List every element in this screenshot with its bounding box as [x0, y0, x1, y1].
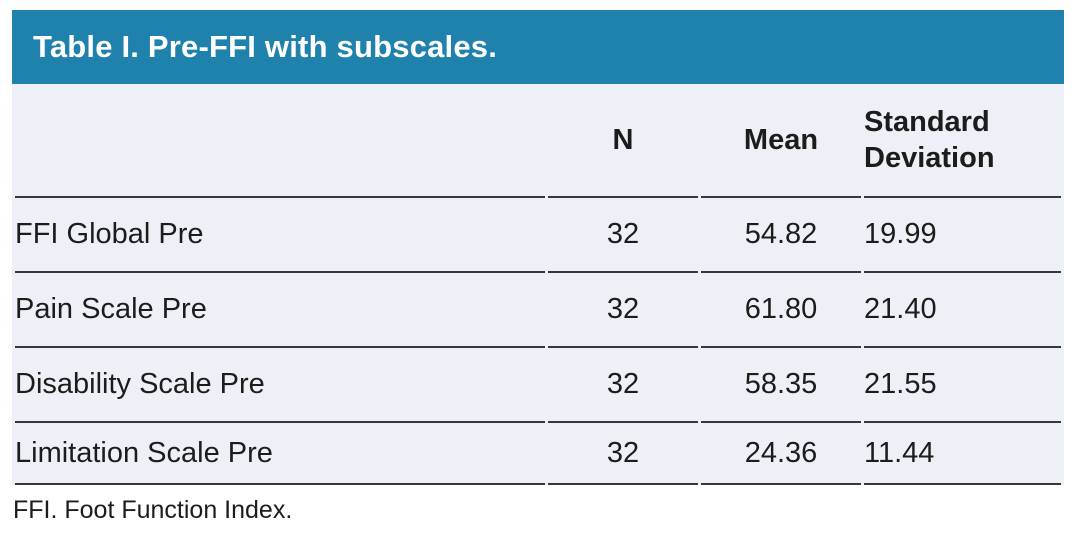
table-container: N Mean Standard Deviation FFI Global Pre…: [12, 84, 1064, 485]
row-label-cell: Limitation Scale Pre: [15, 423, 545, 485]
column-header-label: [15, 84, 545, 198]
sd-cell: 21.55: [864, 348, 1061, 423]
n-cell: 32: [548, 198, 698, 273]
mean-cell: 24.36: [701, 423, 861, 485]
n-cell: 32: [548, 273, 698, 348]
column-header-mean: Mean: [701, 84, 861, 198]
sd-cell: 19.99: [864, 198, 1061, 273]
table-row: Disability Scale Pre 32 58.35 21.55: [15, 348, 1061, 423]
table-footnote: FFI. Foot Function Index.: [13, 496, 293, 524]
column-header-sd: Standard Deviation: [864, 84, 1061, 198]
mean-cell: 61.80: [701, 273, 861, 348]
n-cell: 32: [548, 423, 698, 485]
table-row: Limitation Scale Pre 32 24.36 11.44: [15, 423, 1061, 485]
n-cell: 32: [548, 348, 698, 423]
row-label-cell: Disability Scale Pre: [15, 348, 545, 423]
table-header-row: N Mean Standard Deviation: [15, 84, 1061, 198]
table-row: FFI Global Pre 32 54.82 19.99: [15, 198, 1061, 273]
sd-cell: 11.44: [864, 423, 1061, 485]
table-row: Pain Scale Pre 32 61.80 21.40: [15, 273, 1061, 348]
column-header-n: N: [548, 84, 698, 198]
mean-cell: 54.82: [701, 198, 861, 273]
table-title-bar: Table I. Pre-FFI with subscales.: [12, 10, 1064, 84]
mean-cell: 58.35: [701, 348, 861, 423]
stats-table: N Mean Standard Deviation FFI Global Pre…: [12, 84, 1064, 485]
sd-cell: 21.40: [864, 273, 1061, 348]
row-label-cell: FFI Global Pre: [15, 198, 545, 273]
table-title: Table I. Pre-FFI with subscales.: [33, 29, 498, 64]
row-label-cell: Pain Scale Pre: [15, 273, 545, 348]
